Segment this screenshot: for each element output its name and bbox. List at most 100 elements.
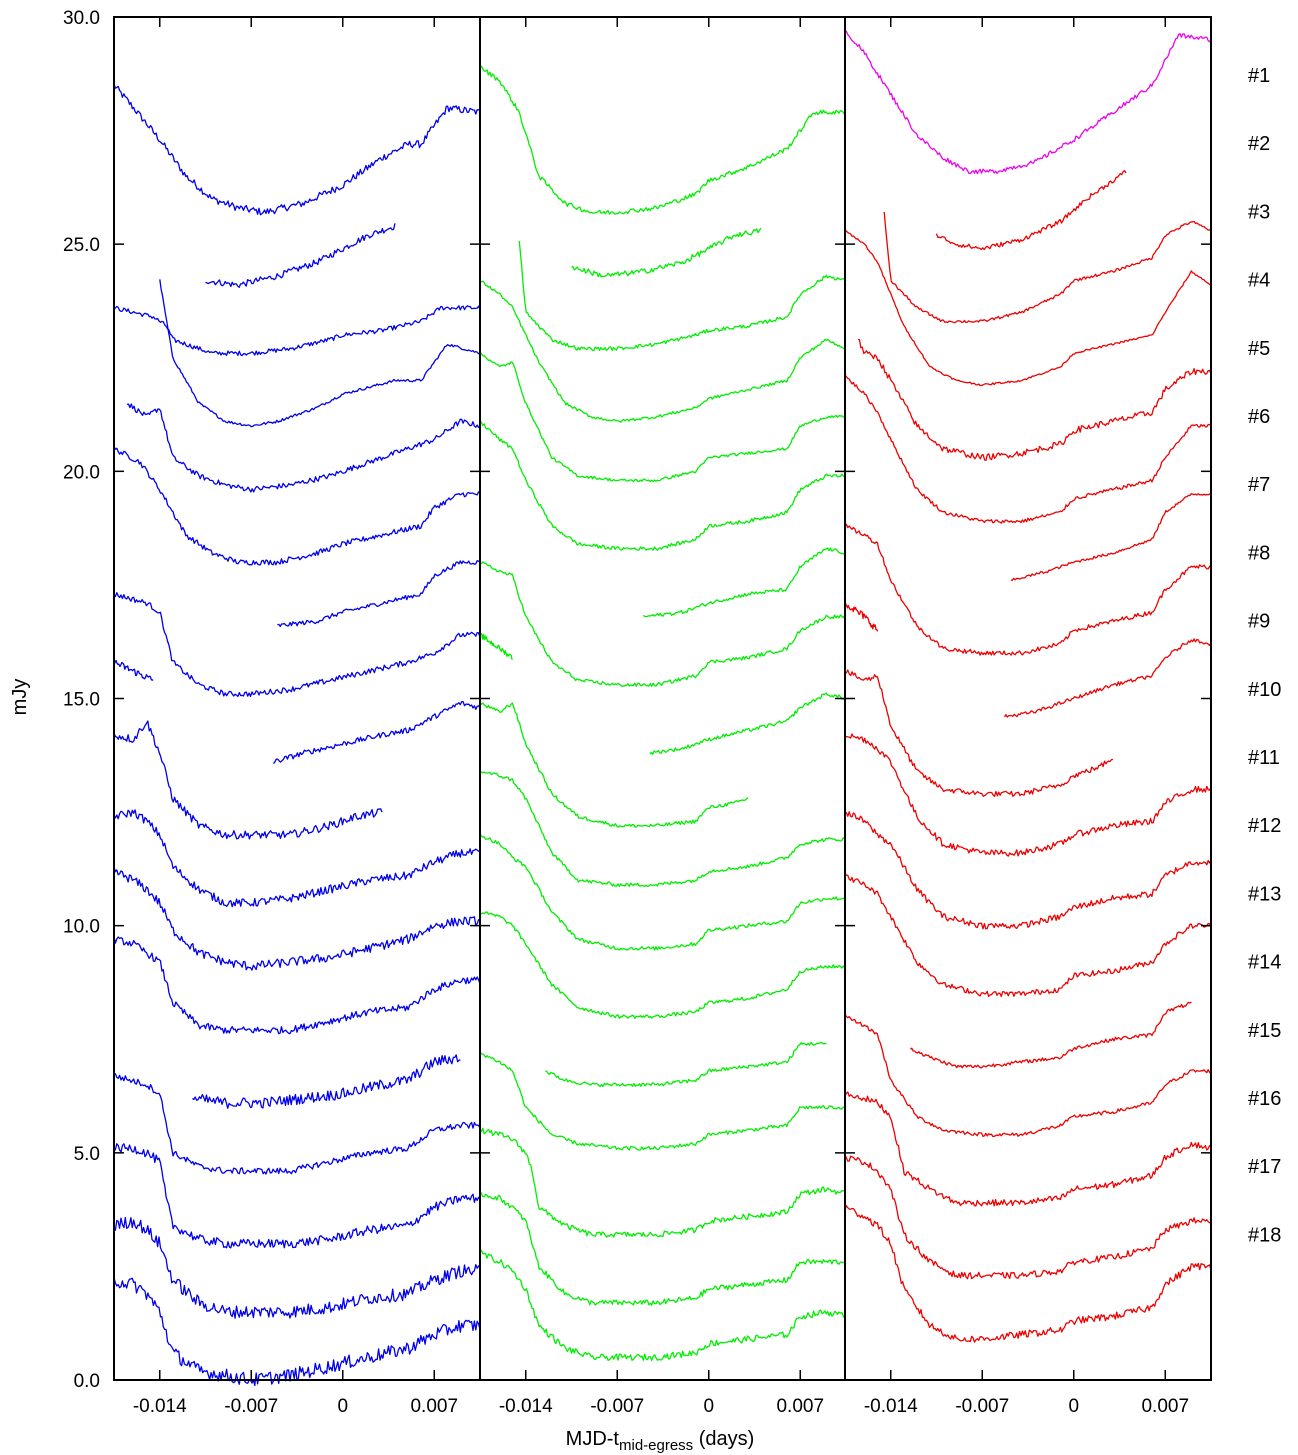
run-label: #5 (1248, 338, 1270, 360)
run-label: #13 (1248, 883, 1281, 905)
light-curve-series (545, 1041, 827, 1088)
y-tick-label: 25.0 (63, 235, 100, 256)
run-label: #6 (1248, 406, 1270, 428)
light-curve-series (844, 30, 1212, 175)
light-curve-series (479, 280, 847, 423)
light-curve-series (113, 305, 481, 357)
light-curve-series (479, 1249, 847, 1362)
light-curve-series (649, 692, 847, 755)
light-curve-series (479, 351, 847, 483)
run-label: #1 (1248, 65, 1270, 87)
light-curve-series (192, 1054, 461, 1109)
run-label: #10 (1248, 679, 1281, 701)
light-curve-series (126, 403, 481, 493)
light-curve-series (113, 866, 481, 971)
light-curve-series (113, 809, 481, 908)
run-label: #16 (1248, 1088, 1281, 1110)
y-axis-title: mJy (9, 679, 31, 716)
x-axis-title: MJD-tmid-egress (days) (566, 1428, 755, 1454)
light-curve-series (113, 1143, 481, 1249)
x-tick-label: -0.014 (864, 1396, 918, 1417)
light-curve-series (272, 700, 481, 764)
y-tick-label: 5.0 (74, 1144, 100, 1165)
x-tick-label: 0.007 (776, 1396, 824, 1417)
light-curve-series (883, 211, 1212, 324)
light-curve-series (479, 419, 847, 551)
x-tick-label: -0.014 (499, 1396, 553, 1417)
light-curve-series (277, 560, 481, 628)
x-tick-label: 0 (337, 1396, 348, 1417)
y-tick-label: 20.0 (63, 462, 100, 483)
run-label: #9 (1248, 611, 1270, 633)
x-tick-label: 0 (1068, 1396, 1079, 1417)
light-curve-series (844, 1014, 1212, 1138)
light-curve-series (479, 1050, 847, 1151)
light-curve-series (844, 872, 1212, 998)
light-curve-series (1003, 638, 1212, 718)
light-curve-series (857, 338, 1212, 461)
x-tick-label: -0.007 (590, 1396, 644, 1417)
light-curve-series (844, 374, 1212, 524)
panel-2 (479, 65, 847, 1362)
light-curve-series (479, 561, 847, 688)
light-curve-series (571, 227, 762, 278)
run-label: #3 (1248, 201, 1270, 223)
light-curve-series (113, 1216, 481, 1319)
light-curve-series (113, 1277, 481, 1387)
x-axis-title-unit: (days) (693, 1428, 754, 1450)
run-label: #18 (1248, 1224, 1281, 1246)
light-curve-series (113, 659, 154, 681)
y-tick-label: 30.0 (63, 8, 100, 29)
x-tick-label: -0.014 (133, 1396, 187, 1417)
light-curve-series (1010, 493, 1212, 581)
light-curve-series (479, 1127, 847, 1238)
light-curve-series (935, 170, 1127, 251)
light-curve-series (479, 65, 846, 215)
light-curve-series (479, 1190, 847, 1306)
light-curve-series (479, 632, 513, 660)
panels-layer (113, 30, 1212, 1387)
x-tick-label: -0.007 (955, 1396, 1009, 1417)
y-tick-label: 0.0 (74, 1371, 100, 1392)
panel-3 (844, 30, 1212, 1343)
run-label: #12 (1248, 815, 1281, 837)
x-tick-label: 0.007 (410, 1396, 458, 1417)
y-tick-label: 10.0 (63, 917, 100, 938)
plot-frame (113, 16, 1212, 1381)
light-curve-series (479, 833, 847, 951)
run-label: #7 (1248, 474, 1270, 496)
run-label: #4 (1248, 270, 1270, 292)
labels-layer: #1 #2 #3 #4 #5 #6 #7 #8 #9 #10 #11 #12 #13 #14 #15 #16 #… (1248, 65, 1281, 1246)
light-curve-series (844, 1091, 1212, 1207)
light-curve-series (205, 223, 396, 288)
run-label: #2 (1248, 133, 1270, 155)
light-curve-series (479, 702, 749, 828)
light-curve-series (479, 911, 847, 1019)
light-curve-series (844, 602, 879, 632)
light-curve-series (844, 733, 1212, 857)
light-curve-series (113, 592, 481, 698)
x-axis-title-subscript: mid-egress (619, 1437, 693, 1454)
light-curve-series (844, 811, 1212, 930)
panel-1 (113, 83, 481, 1387)
light-curve-series (910, 1001, 1192, 1069)
light-curve-series (844, 669, 1113, 798)
run-label: #14 (1248, 952, 1281, 974)
axes-layer: 0.0 5.0 10.0 15.0 20.0 25.0 30.0 -0.014 -0.007 0 0… (63, 8, 1212, 1417)
light-curve-series (113, 83, 481, 216)
y-tick-label: 15.0 (63, 690, 100, 711)
light-curve-series (642, 547, 847, 618)
run-label: #15 (1248, 1020, 1281, 1042)
x-axis-title-main: MJD-t (566, 1428, 620, 1450)
light-curve-series (159, 279, 481, 428)
light-curve-series (844, 1154, 1212, 1280)
run-label: #17 (1248, 1156, 1281, 1178)
x-tick-label: -0.007 (224, 1396, 278, 1417)
x-tick-label: 0 (703, 1396, 714, 1417)
light-curve-series (113, 1073, 481, 1175)
light-curve-series (844, 1205, 1212, 1343)
run-label: #11 (1248, 747, 1280, 769)
run-label: #8 (1248, 542, 1270, 564)
light-curve-series (844, 523, 1212, 656)
